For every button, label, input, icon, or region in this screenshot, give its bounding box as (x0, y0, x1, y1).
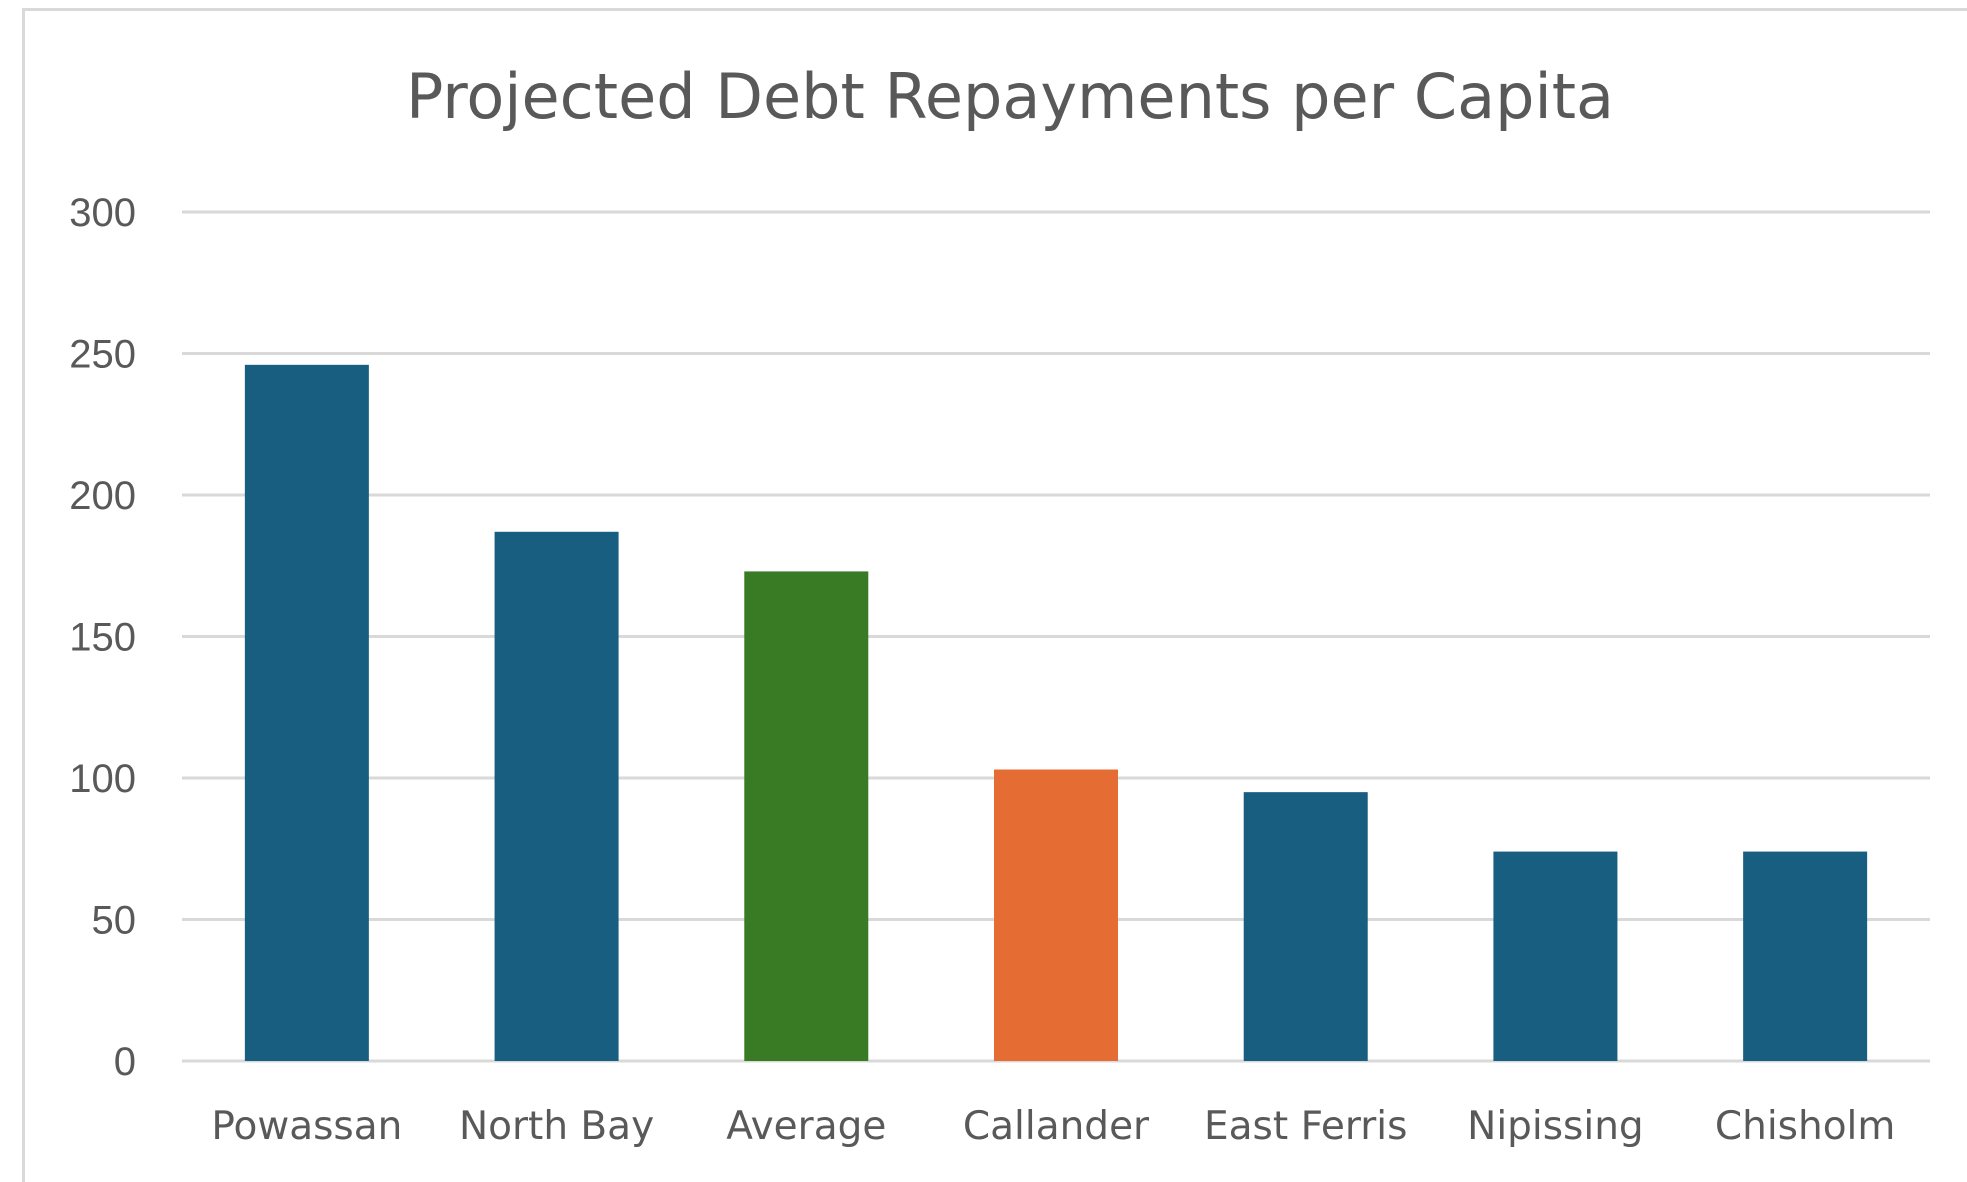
x-tick-label: Callander (963, 1104, 1150, 1149)
y-tick-label: 300 (69, 191, 136, 235)
y-tick-label: 50 (92, 899, 137, 943)
y-tick-label: 250 (69, 333, 136, 377)
bar-east-ferris (1243, 792, 1368, 1061)
bars (244, 364, 1868, 1061)
bar-callander (994, 769, 1118, 1061)
x-tick-label: Nipissing (1467, 1104, 1644, 1149)
y-axis: 0 50 100 150 200 250 300 (69, 191, 136, 1084)
x-tick-label: Powassan (211, 1104, 402, 1149)
bar-chisholm (1743, 851, 1868, 1061)
bar-nipissing (1493, 851, 1618, 1061)
x-tick-label: Chisholm (1715, 1104, 1896, 1149)
y-tick-label: 0 (114, 1040, 136, 1084)
y-tick-label: 150 (69, 616, 136, 660)
x-tick-label: East Ferris (1204, 1104, 1407, 1149)
chart-border (22, 8, 1967, 1182)
bar-average (744, 571, 869, 1061)
y-tick-label: 100 (69, 757, 136, 801)
bar-powassan (244, 364, 369, 1061)
x-tick-label: North Bay (459, 1104, 654, 1149)
x-tick-label: Average (726, 1104, 886, 1149)
bar-north-bay (494, 531, 619, 1061)
y-tick-label: 200 (69, 474, 136, 518)
chart-title: Projected Debt Repayments per Capita (406, 60, 1614, 133)
x-axis: Powassan North Bay Average Callander East Fe… (211, 1104, 1895, 1149)
